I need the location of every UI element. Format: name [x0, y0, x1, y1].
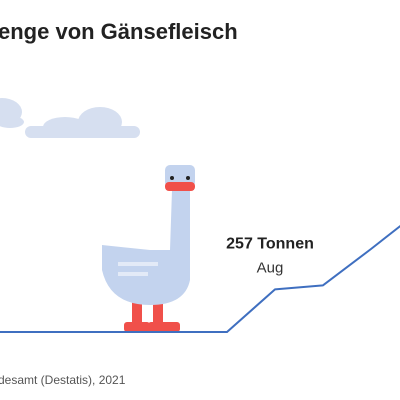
cloud — [25, 126, 140, 138]
goose-eye — [170, 176, 174, 180]
goose-eye — [186, 176, 190, 180]
goose-leg — [132, 300, 142, 326]
cloud — [0, 116, 24, 128]
clouds — [0, 98, 140, 138]
goose-foot — [124, 322, 150, 332]
chart-title: enge von Gänsefleisch — [0, 19, 238, 44]
goose-leg — [153, 300, 163, 326]
line — [0, 224, 400, 333]
goose-wing — [118, 272, 148, 276]
goose-head — [165, 165, 195, 187]
source: desamt (Destatis), 2021 — [0, 373, 126, 387]
goose-foot — [148, 322, 180, 332]
goose-wing — [118, 262, 158, 266]
value-label: 257 Tonnen — [226, 236, 314, 253]
x-label: Aug — [257, 259, 284, 276]
goose-body — [102, 190, 190, 305]
goose-beak — [165, 182, 195, 191]
goose — [102, 165, 195, 332]
